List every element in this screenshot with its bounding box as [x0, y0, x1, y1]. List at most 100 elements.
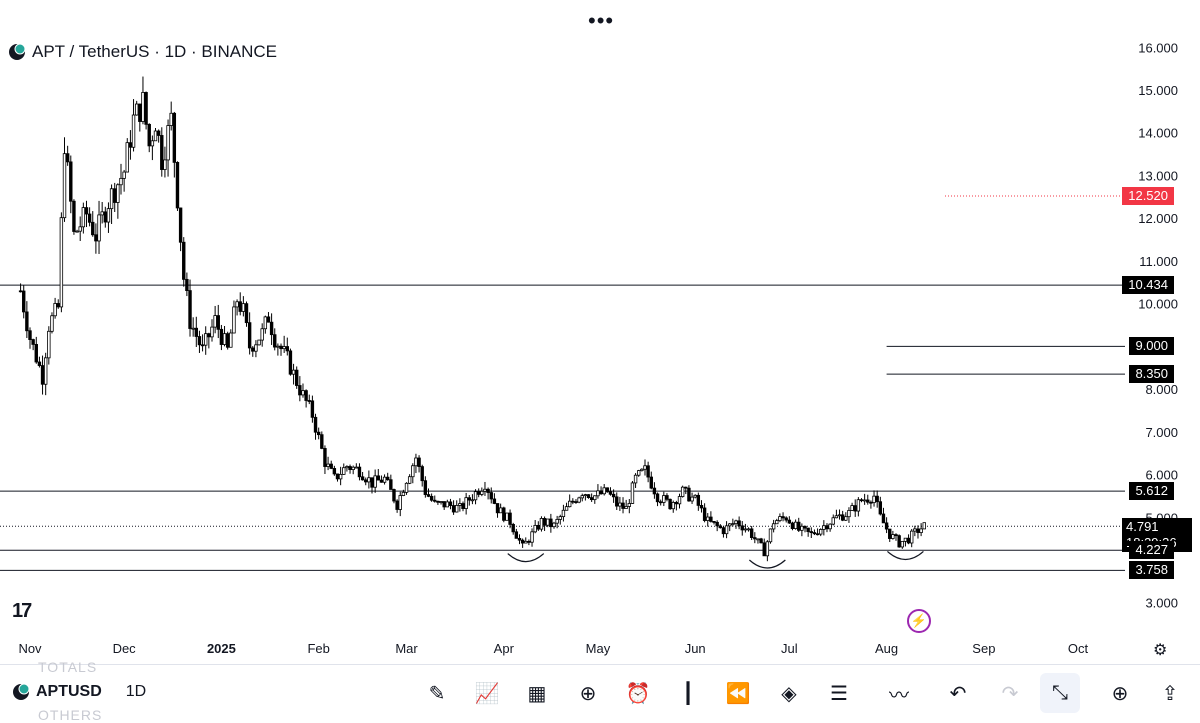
candle[interactable] [382, 476, 387, 483]
candle[interactable] [342, 467, 346, 475]
candle[interactable] [200, 344, 205, 347]
candle[interactable] [128, 142, 133, 148]
candle[interactable] [844, 516, 848, 521]
candle[interactable] [455, 505, 459, 513]
candle[interactable] [505, 512, 509, 521]
candle[interactable] [269, 321, 274, 336]
candle[interactable] [320, 434, 324, 449]
candle[interactable] [401, 491, 406, 496]
candle[interactable] [53, 303, 57, 317]
candle[interactable] [793, 521, 798, 529]
candle[interactable] [649, 476, 653, 489]
candle[interactable] [153, 130, 158, 142]
bottom-arc[interactable] [887, 551, 924, 561]
candle[interactable] [706, 516, 710, 521]
candle[interactable] [831, 517, 835, 525]
candle[interactable] [840, 514, 845, 521]
candle[interactable] [395, 500, 399, 510]
candle[interactable] [677, 496, 682, 505]
candle[interactable] [141, 92, 145, 122]
candle[interactable] [420, 466, 424, 482]
candle[interactable] [781, 516, 785, 519]
candle[interactable] [439, 501, 443, 503]
candle[interactable] [301, 390, 305, 396]
candle[interactable] [630, 482, 635, 504]
more-dots-icon[interactable]: ••• [588, 8, 615, 33]
candle[interactable] [749, 528, 754, 538]
candle[interactable] [316, 431, 321, 436]
candle[interactable] [740, 525, 744, 531]
candle[interactable] [850, 505, 854, 511]
candle[interactable] [18, 290, 23, 293]
candle[interactable] [859, 499, 864, 502]
candle[interactable] [332, 468, 337, 475]
candle[interactable] [131, 114, 136, 148]
candle[interactable] [514, 531, 519, 539]
candle[interactable] [257, 339, 261, 346]
candle[interactable] [884, 522, 889, 530]
chat-add-icon[interactable]: ⊕ [1111, 682, 1129, 705]
candle[interactable] [65, 153, 70, 163]
candle[interactable] [235, 301, 239, 308]
candle[interactable] [913, 528, 917, 532]
candle[interactable] [247, 322, 252, 349]
candle[interactable] [119, 177, 123, 186]
candle[interactable] [815, 533, 820, 536]
candle[interactable] [671, 502, 675, 510]
candle[interactable] [775, 520, 779, 525]
candle[interactable] [134, 103, 139, 116]
candle[interactable] [731, 523, 735, 526]
candle[interactable] [251, 347, 255, 352]
candle[interactable] [329, 463, 333, 469]
candle[interactable] [765, 541, 770, 557]
candle[interactable] [542, 518, 547, 526]
candle[interactable] [56, 303, 60, 308]
candle[interactable] [125, 142, 129, 173]
candle[interactable] [687, 487, 691, 502]
candle[interactable] [498, 507, 503, 514]
candle[interactable] [285, 346, 289, 352]
timeframe-selector[interactable]: 1D [125, 683, 147, 700]
candle[interactable] [100, 211, 104, 216]
candle[interactable] [166, 125, 170, 161]
candle[interactable] [169, 112, 173, 126]
candle[interactable] [862, 499, 867, 502]
candle[interactable] [536, 524, 541, 530]
candle[interactable] [508, 512, 512, 525]
candle[interactable] [847, 510, 851, 518]
candle[interactable] [426, 494, 431, 497]
candle[interactable] [495, 503, 500, 514]
candle[interactable] [696, 494, 701, 506]
candle[interactable] [442, 501, 446, 508]
candle[interactable] [254, 344, 258, 352]
candle[interactable] [680, 486, 685, 497]
gear-icon[interactable]: ⚙ [1153, 642, 1168, 659]
redo-icon[interactable]: ↷ [1001, 682, 1019, 705]
candle[interactable] [78, 226, 82, 232]
candle[interactable] [552, 522, 556, 528]
candle[interactable] [87, 213, 92, 223]
candle[interactable] [517, 537, 522, 541]
candle[interactable] [370, 477, 374, 488]
candle[interactable] [658, 501, 663, 504]
candle[interactable] [483, 488, 487, 492]
candle[interactable] [615, 496, 619, 507]
undo-icon[interactable]: ↶ [949, 682, 967, 705]
candle[interactable] [298, 385, 302, 396]
symbol-selector[interactable]: APTUSD 1D [12, 683, 146, 701]
candle[interactable] [379, 479, 384, 483]
candle[interactable] [561, 509, 566, 518]
candle[interactable] [113, 188, 117, 203]
candle[interactable] [25, 311, 29, 332]
candle[interactable] [461, 503, 465, 509]
candle[interactable] [185, 278, 189, 292]
candle[interactable] [263, 316, 268, 330]
candle[interactable] [596, 490, 600, 497]
candle[interactable] [746, 528, 751, 531]
candle[interactable] [37, 361, 42, 366]
candle[interactable] [618, 502, 622, 507]
candle[interactable] [34, 344, 38, 363]
candle[interactable] [611, 493, 616, 498]
candle[interactable] [586, 494, 591, 499]
candle[interactable] [40, 365, 45, 385]
